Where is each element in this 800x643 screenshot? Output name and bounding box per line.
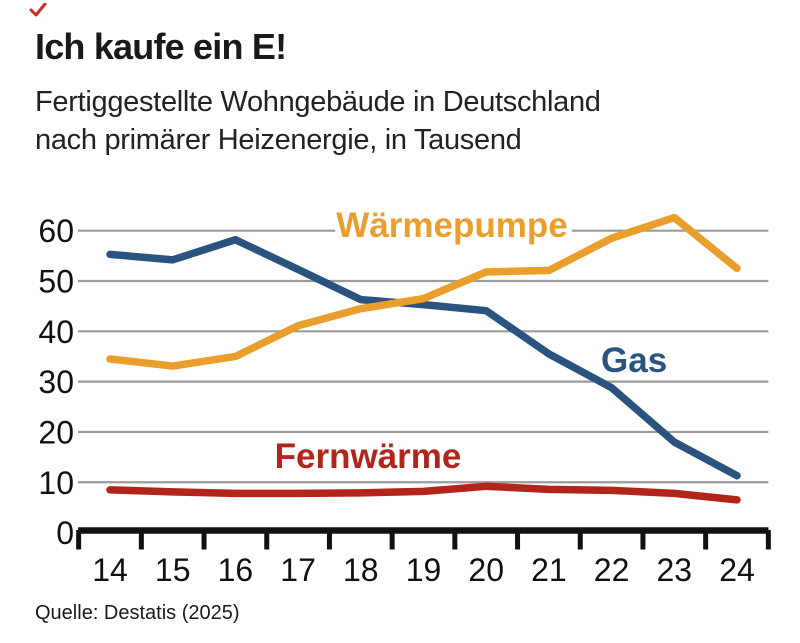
x-tick-label: 20 — [468, 552, 504, 588]
source-note: Quelle: Destatis (2025) — [35, 602, 240, 624]
series-line-waermepumpe — [106, 213, 741, 370]
series-label-gas: Gas — [601, 341, 667, 380]
x-tick-label: 19 — [406, 552, 442, 588]
x-tick-label: 18 — [343, 552, 379, 588]
y-tick-label: 50 — [38, 264, 74, 300]
x-tick-label: 24 — [719, 552, 755, 588]
series-line-gas — [106, 235, 741, 480]
series-label-fernwaerme: Fernwärme — [275, 437, 462, 476]
x-tick-label: 21 — [531, 552, 567, 588]
chart-title: Ich kaufe ein E! — [35, 26, 287, 67]
x-tick-label: 14 — [92, 552, 128, 588]
chart-subtitle-line-1: Fertiggestellte Wohngebäude in Deutschla… — [35, 86, 601, 118]
y-tick-label: 20 — [38, 414, 74, 450]
y-tick-label: 40 — [38, 314, 74, 350]
x-tick-label: 16 — [218, 552, 254, 588]
y-tick-label: 30 — [38, 364, 74, 400]
red-check-mark-icon — [29, 3, 47, 17]
x-tick-label: 17 — [280, 552, 316, 588]
x-tick-label: 23 — [657, 552, 693, 588]
y-tick-label: 60 — [38, 213, 74, 249]
x-tick-label: 15 — [155, 552, 191, 588]
chart-subtitle-line-2: nach primärer Heizenergie, in Tausend — [35, 124, 522, 156]
y-tick-label: 0 — [56, 515, 74, 551]
y-tick-label: 10 — [38, 465, 74, 501]
series-line-fernwaerme — [106, 482, 741, 504]
x-tick-label: 22 — [594, 552, 630, 588]
series-label-waermepumpe: Wärmepumpe — [336, 206, 567, 245]
